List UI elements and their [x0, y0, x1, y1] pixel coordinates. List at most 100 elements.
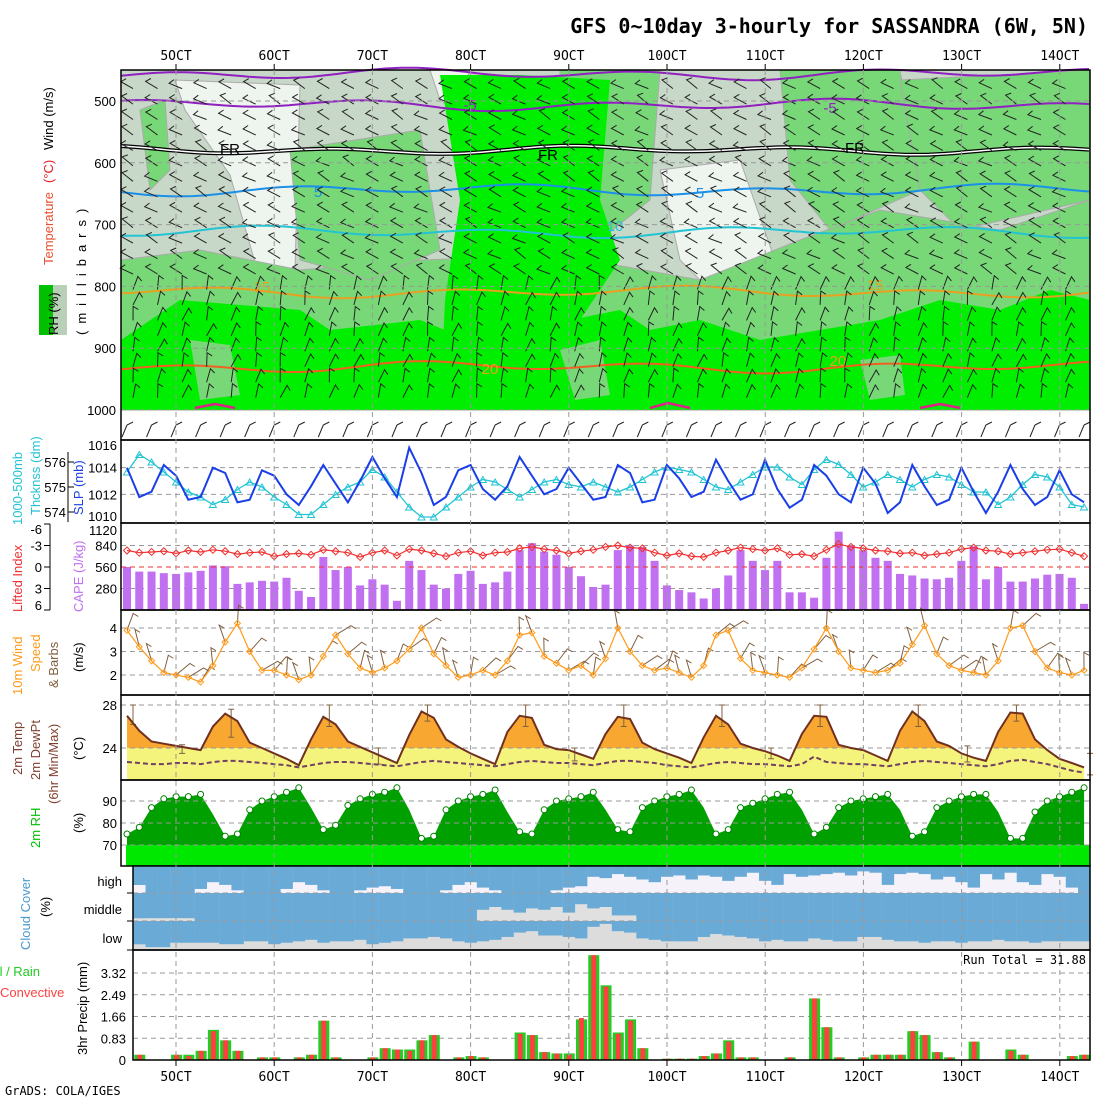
- isotherm-label: FR: [845, 140, 865, 157]
- wind-barb: [868, 275, 879, 290]
- wind-barb: [366, 139, 379, 151]
- precip-tick-label: 2.49: [101, 988, 126, 1003]
- wind-barb-10m: [236, 604, 244, 624]
- cloud-cover-bar-middle: [390, 893, 404, 921]
- rh-point: [430, 832, 438, 840]
- wind-barb: [966, 337, 977, 352]
- li-line: [126, 543, 1085, 558]
- cape-bar: [773, 560, 782, 610]
- wind-barb: [255, 382, 264, 398]
- wind-barb: [586, 124, 600, 136]
- wind-barb: [218, 139, 232, 151]
- wind-barb: [904, 203, 919, 213]
- thickness-point: [269, 493, 279, 501]
- wind-barb: [341, 108, 355, 120]
- li-point: [638, 544, 647, 553]
- wind-barb: [857, 421, 870, 438]
- wind-barb: [635, 185, 649, 198]
- cloud-cover-bar-high: [1016, 866, 1030, 883]
- rh-point: [528, 830, 536, 838]
- wind-barb: [512, 186, 526, 198]
- cloud-cover-bar-low: [305, 921, 318, 940]
- thickness-point: [245, 478, 255, 486]
- cape-bar: [883, 560, 892, 610]
- wind-barb: [512, 140, 526, 151]
- cloud-cover-bar-low: [673, 921, 686, 942]
- precip-convective-bar: [836, 1057, 842, 1060]
- rh-point: [233, 830, 241, 838]
- wind-barb: [1051, 264, 1066, 275]
- wind-barbs-label: & Barbs: [46, 641, 61, 688]
- cloud-cover-bar-middle: [231, 893, 244, 921]
- cloud-cover-bar-low: [292, 921, 306, 942]
- wind-barb: [819, 336, 827, 352]
- wind-barb: [733, 93, 747, 105]
- wind-barb: [500, 305, 510, 321]
- cape-bar: [331, 570, 340, 610]
- li-point: [147, 547, 156, 557]
- wind-barb: [340, 125, 355, 136]
- precip-convective-bar: [701, 1056, 707, 1060]
- wind-barb: [316, 247, 330, 260]
- precip-panel-frame: [132, 949, 1091, 1061]
- wind-barb: [856, 108, 870, 120]
- cape-bar: [282, 577, 291, 610]
- wind-barb: [217, 109, 232, 120]
- cloud-cover-bar-high: [305, 866, 318, 885]
- precip-convective-bar: [971, 1041, 977, 1060]
- wind-barb-10m: [727, 620, 749, 631]
- cloud-cover-bar-high: [1004, 866, 1017, 873]
- precip-total-label: Total / Rain: [0, 964, 40, 979]
- wind-barb-10m: [396, 643, 409, 662]
- wind-barb: [634, 126, 649, 136]
- wind-barb: [1027, 155, 1042, 167]
- wind-barb: [339, 172, 355, 182]
- li-point: [454, 548, 463, 557]
- cloud-cover-bar-middle: [354, 893, 367, 921]
- wind-barb: [266, 172, 281, 182]
- wind-barb: [242, 125, 256, 136]
- thickness-units: Thcknss (dm): [28, 436, 43, 515]
- wind-barb: [684, 247, 698, 260]
- wind-barb: [844, 275, 855, 290]
- wind-barb: [1004, 247, 1017, 259]
- wind-barb: [955, 169, 968, 182]
- wind-barb: [195, 421, 207, 438]
- wind-barb: [1051, 202, 1066, 213]
- wind-barb: [157, 351, 164, 367]
- cape-bar: [147, 571, 156, 610]
- wind-barb: [291, 109, 306, 120]
- wind-barb: [536, 265, 551, 275]
- wind-barb: [806, 249, 821, 260]
- wind-barb: [757, 171, 772, 182]
- thickness-point: [1079, 503, 1089, 511]
- wind-barb: [168, 171, 183, 182]
- wind-barb: [536, 232, 551, 244]
- wind-barb: [511, 171, 526, 182]
- wind-barb: [217, 202, 232, 213]
- cloud-cover-bar-low: [820, 921, 833, 940]
- wind-barb: [511, 110, 526, 120]
- wind-speed-point: [393, 657, 401, 665]
- rh-point: [1043, 797, 1051, 805]
- cloud-cover-bar-middle: [648, 893, 662, 921]
- wind-barb: [291, 93, 306, 105]
- wind-barb: [881, 232, 894, 244]
- wind-barb: [217, 78, 232, 90]
- wind-barb: [844, 367, 851, 383]
- wind-barb: [536, 202, 551, 213]
- wind-barb: [1053, 231, 1066, 244]
- wind-barb: [635, 232, 649, 244]
- wind-barb: [1026, 110, 1042, 120]
- wind-barb: [610, 155, 625, 167]
- wind-speed-point: [822, 624, 831, 632]
- cloud-cover-bar-middle: [943, 893, 956, 921]
- thickness-point: [539, 478, 549, 486]
- cloud-cover-bar-high: [599, 866, 612, 879]
- wind-barb: [414, 155, 428, 167]
- precip-convective-bar: [210, 1031, 216, 1060]
- wind-barb: [416, 421, 428, 438]
- wind-barb: [144, 78, 158, 90]
- temp-above-fill: [127, 711, 1045, 748]
